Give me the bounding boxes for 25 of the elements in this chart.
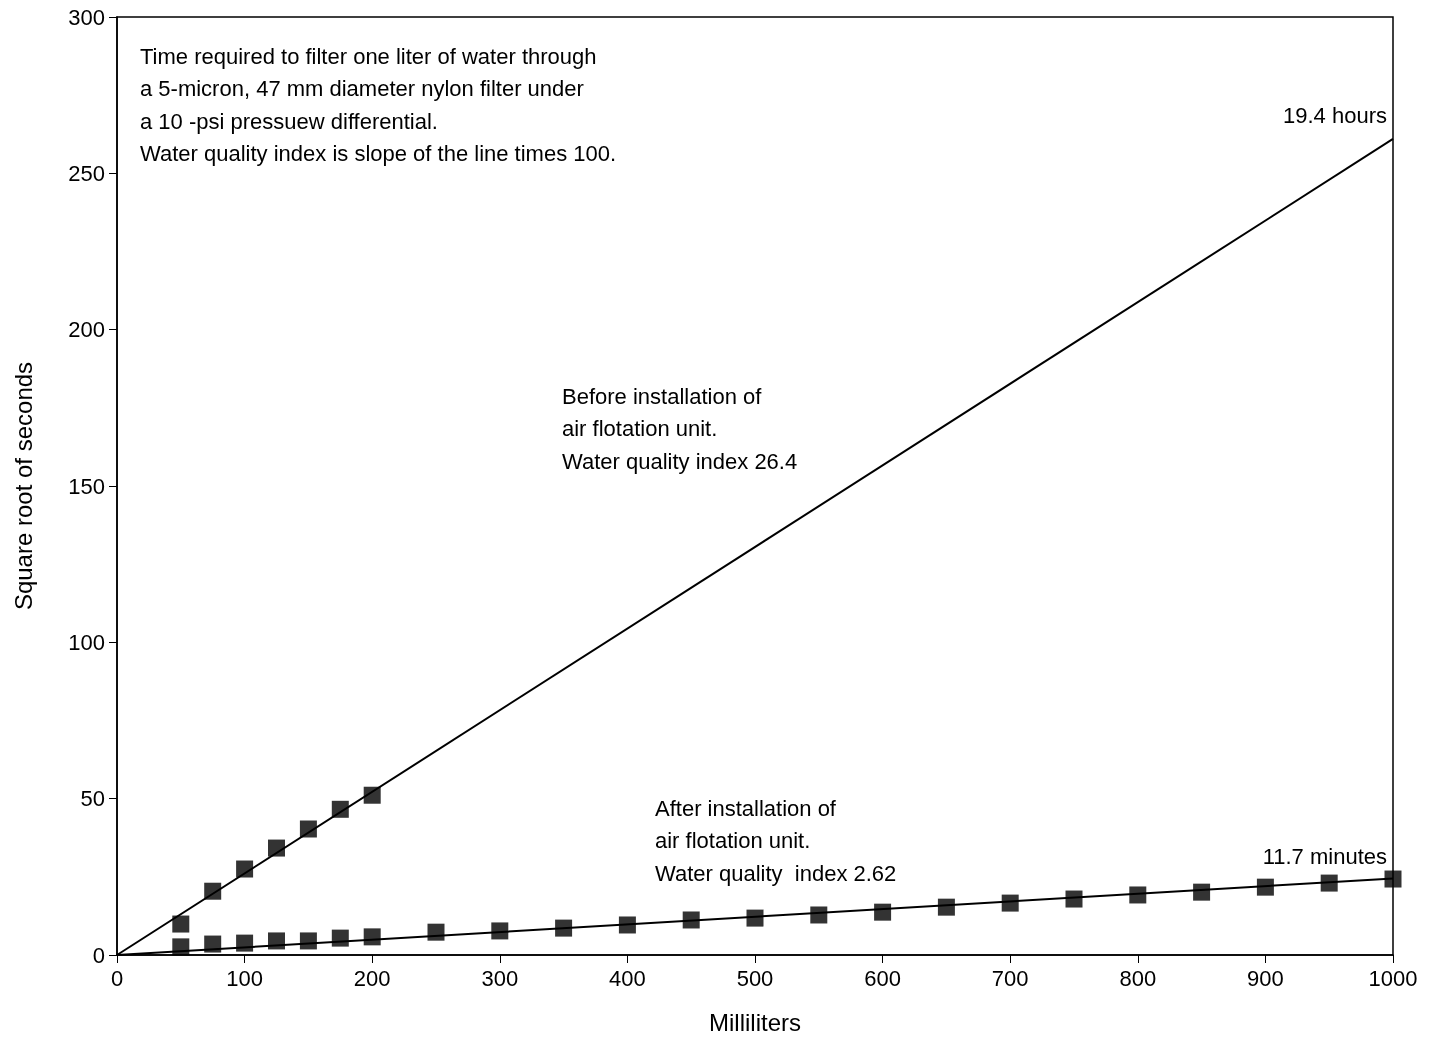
y-tick-label: 150 — [68, 473, 105, 499]
x-tick-label: 900 — [1247, 965, 1284, 991]
annotation: 11.7 minutes — [1262, 843, 1387, 869]
x-tick-label: 800 — [1119, 965, 1157, 991]
y-tick-label: 200 — [68, 317, 105, 343]
x-tick-label: 700 — [991, 965, 1029, 991]
annotation: Before installation of air flotation unit. Water quality index 26.4 — [562, 383, 798, 474]
x-tick-label: 200 — [353, 965, 391, 991]
x-tick-label: 0 — [110, 965, 124, 991]
annotation: 19.4 hours — [1283, 103, 1387, 129]
x-tick-label: 500 — [736, 965, 774, 991]
y-tick-label: 250 — [68, 160, 105, 186]
x-tick-label: 300 — [481, 965, 519, 991]
x-tick-label: 400 — [609, 965, 646, 991]
y-tick-label: 100 — [68, 629, 105, 655]
x-axis-title: Milliliters — [709, 1008, 801, 1036]
y-axis-title: Square root of seconds — [9, 361, 37, 611]
annotation: After installation of air flotation unit. Water quality index 2.62 — [655, 795, 897, 886]
y-tick-label: 0 — [92, 942, 105, 968]
annotation: Time required to filter one liter of water through a 5-micron, 47 mm diameter nylon filter under a 10 -psi pressuew differential. Water quality index is slope of the line times 100. — [140, 43, 617, 167]
x-tick-label: 100 — [226, 965, 263, 991]
y-tick-label: 300 — [68, 4, 105, 30]
x-tick-label: 600 — [864, 965, 901, 991]
x-tick-label: 1000 — [1368, 965, 1418, 991]
y-tick-label: 50 — [80, 786, 105, 812]
